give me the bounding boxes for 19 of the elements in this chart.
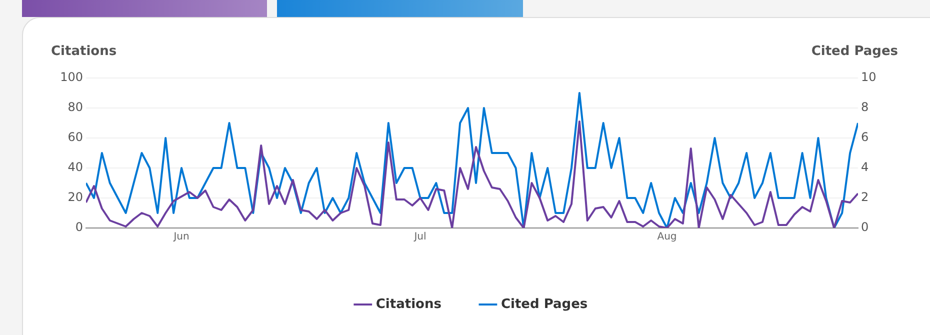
y2-tick-label: 2 — [861, 190, 869, 204]
y2-tick-label: 0 — [861, 220, 869, 234]
y2-tick-label: 8 — [861, 100, 869, 114]
y2-tick-label: 6 — [861, 130, 869, 144]
y-tick-label: 80 — [68, 100, 83, 114]
legend-label: Cited Pages — [500, 296, 588, 312]
legend-label: Citations — [376, 296, 442, 312]
y2-tick-label: 10 — [861, 70, 876, 84]
x-tick-label: Jun — [172, 232, 190, 243]
y-tick-label: 40 — [68, 160, 83, 174]
y-tick-label: 60 — [68, 130, 83, 144]
y-tick-label: 20 — [68, 190, 83, 204]
x-tick-label: Aug — [657, 232, 677, 243]
y-axis-title: Citations — [51, 44, 117, 59]
x-tick-label: Jul — [413, 232, 426, 243]
y2-axis-title: Cited Pages — [811, 44, 898, 59]
y-tick-label: 100 — [60, 70, 83, 84]
y2-tick-label: 4 — [861, 160, 869, 174]
y-tick-label: 0 — [75, 220, 83, 234]
